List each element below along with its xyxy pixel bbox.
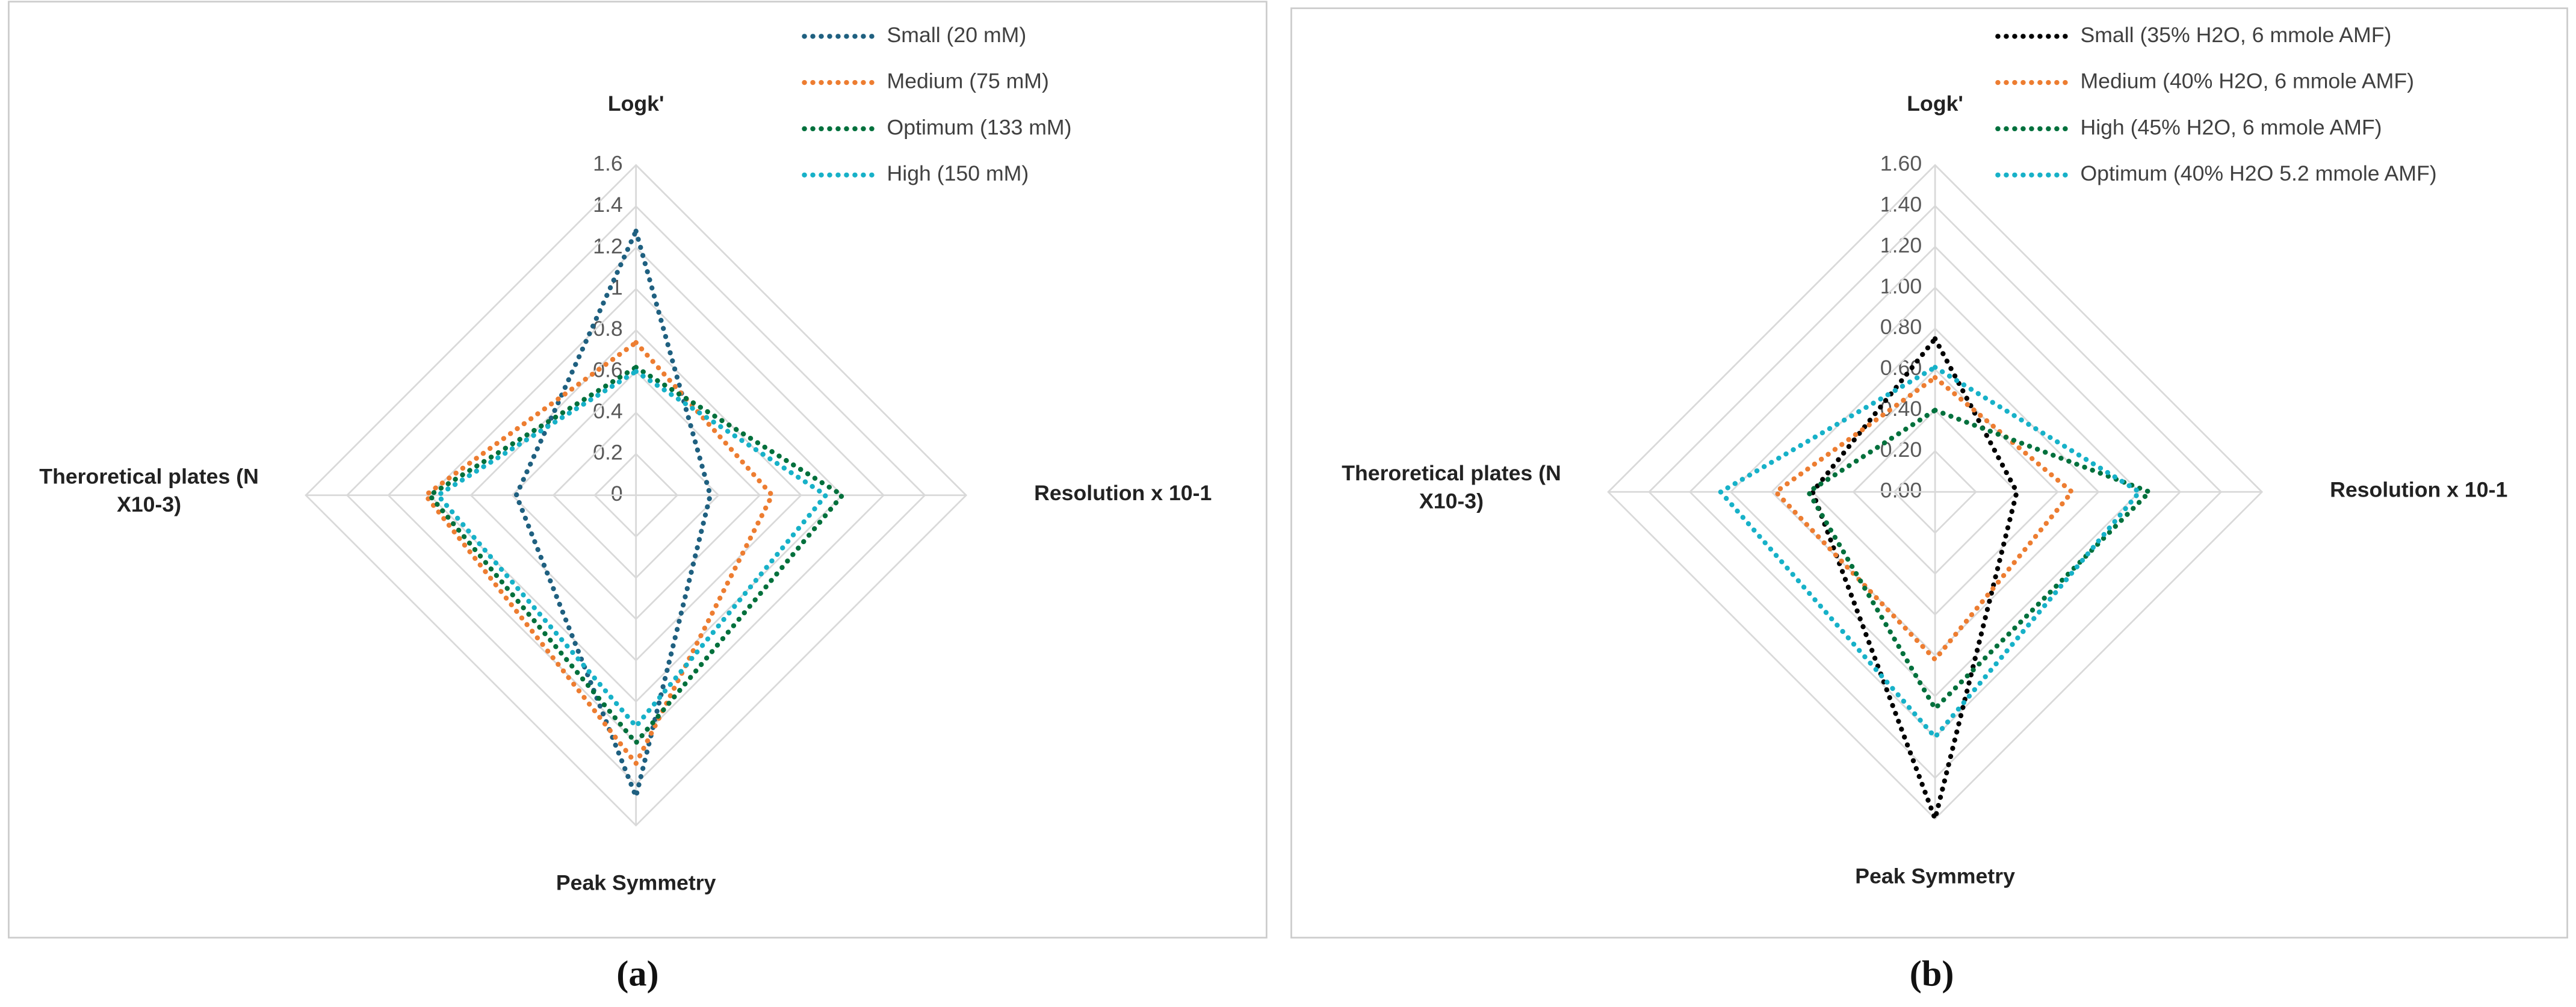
legend-label: High (150 mM): [887, 161, 1029, 185]
panel-label: (b): [1910, 953, 1954, 994]
axis-label-box: Resolution x 10-1: [1034, 480, 1212, 506]
r-tick-label: 1.4: [593, 193, 623, 217]
legend-label: Medium (75 mM): [887, 69, 1049, 93]
axis-label-box: Logk': [607, 90, 664, 116]
r-tick-label: 0: [611, 482, 623, 506]
legend-label: High (45% H2O, 6 mmole AMF): [2080, 115, 2382, 139]
axis-label: Resolution x 10-1: [1034, 480, 1212, 506]
grid-line: [305, 164, 968, 827]
axis-label: Logk': [1907, 90, 1963, 116]
series-line: [1717, 364, 2143, 741]
axis-label-box: Peak Symmetry: [1855, 863, 2015, 888]
series-line: [1805, 407, 2154, 713]
series-line: [434, 368, 830, 731]
legend-label: Optimum (133 mM): [887, 115, 1072, 139]
r-tick-label: 1.2: [593, 234, 623, 258]
series-line: [1772, 374, 2076, 663]
legend-label: Small (35% H2O, 6 mmole AMF): [2080, 23, 2391, 47]
panel-frame: [8, 1, 1268, 939]
legend-label: Small (20 mM): [887, 23, 1027, 47]
r-tick-label: 0.2: [593, 441, 623, 465]
axis-label: Peak Symmetry: [556, 870, 716, 895]
axis-label: Theroretical plates (N X10-3): [1342, 460, 1561, 513]
r-tick-label: 0.4: [593, 399, 623, 423]
series-line: [513, 223, 713, 805]
series-line: [426, 364, 846, 747]
axis-label: Theroretical plates (N X10-3): [39, 463, 259, 517]
r-tick-label: 1.6: [593, 152, 623, 176]
series-line: [1809, 334, 2020, 828]
r-tick-label: 1.60: [1880, 152, 1922, 176]
axis-label: Peak Symmetry: [1855, 863, 2015, 888]
axis-label-box: Theroretical plates (N X10-3): [39, 463, 259, 517]
panel-frame: [1290, 7, 2568, 939]
axis-label: Resolution x 10-1: [2330, 477, 2508, 502]
axis-label-box: Resolution x 10-1: [2330, 477, 2508, 502]
panel-label: (a): [616, 953, 658, 994]
axis-label-box: Logk': [1907, 90, 1963, 116]
legend-label: Medium (40% H2O, 6 mmole AMF): [2080, 69, 2414, 93]
r-tick-label: 0.8: [593, 317, 623, 341]
legend-label: Optimum (40% H2O 5.2 mmole AMF): [2080, 161, 2436, 185]
series-line: [422, 339, 775, 769]
axis-label-box: Peak Symmetry: [556, 870, 716, 895]
axis-label: Logk': [607, 90, 664, 116]
axis-label-box: Theroretical plates (N X10-3): [1342, 460, 1561, 513]
